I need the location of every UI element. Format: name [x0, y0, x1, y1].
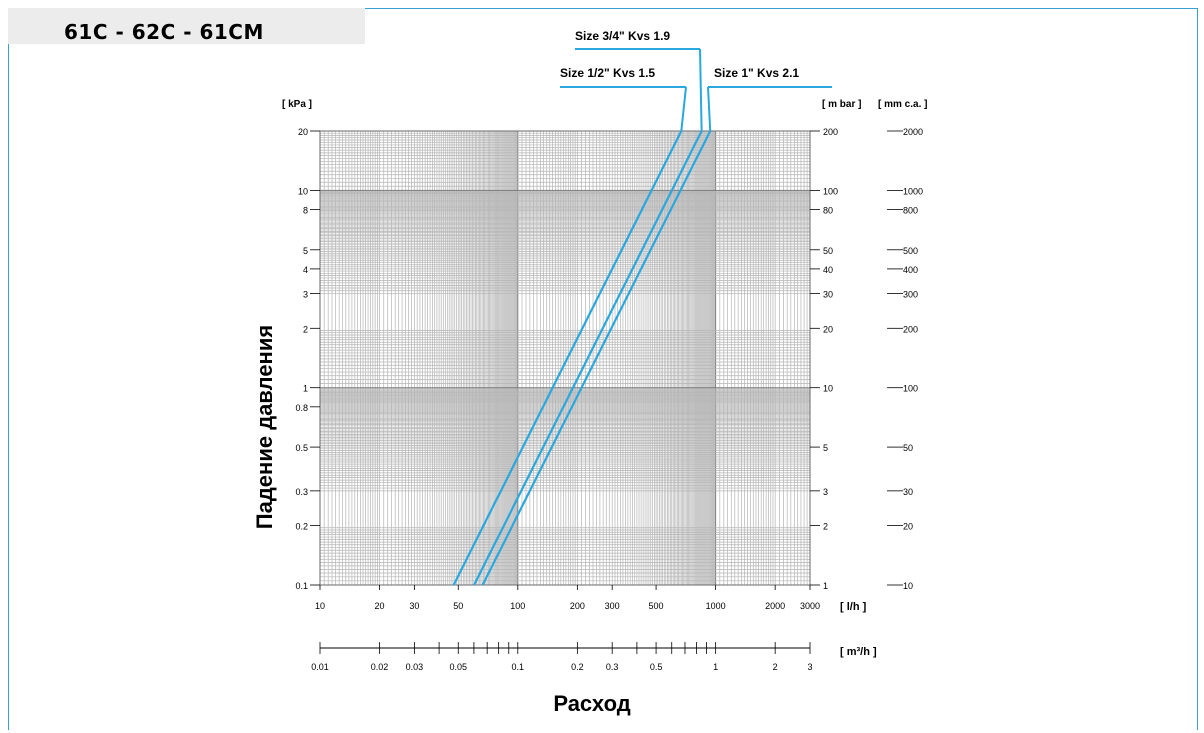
y-tick-label-mbar: 3: [823, 487, 828, 497]
m3h-tick-label: 0.05: [449, 662, 467, 672]
unit-label-m3h: [ m³/h ]: [840, 646, 877, 658]
m3h-tick-label: 0.1: [512, 662, 525, 672]
m3h-tick-label: 0.5: [650, 662, 663, 672]
y-tick-label-kpa: 0.5: [295, 443, 308, 453]
y-tick-label-mmca: 20: [903, 522, 913, 532]
m3h-tick-label: 0.03: [406, 662, 424, 672]
series-callout-connector: [699, 48, 703, 132]
y-tick-label-kpa: 8: [303, 206, 308, 216]
y-axis-title: Падение давления: [252, 325, 277, 529]
y-tick-label-kpa: 4: [303, 265, 308, 275]
y-tick-label-mbar: 2: [823, 522, 828, 532]
y-tick-label-kpa: 0.1: [295, 581, 308, 591]
page-title: 61C - 62C - 61CM: [64, 20, 264, 44]
y-tick-label-mbar: 30: [823, 290, 833, 300]
chart-series: [452, 48, 832, 586]
y-tick-label-mmca: 50: [903, 443, 913, 453]
chart-axes: 20 10 8 5 4 3 2 1 0.8 0.5 0.3 0.2 0.1 200 100 80 50 40 30 2…: [295, 127, 923, 672]
unit-label-mmca: [ mm c.a. ]: [878, 99, 927, 110]
x-tick-label-lh: 200: [570, 601, 585, 611]
x-tick-label-lh: 3000: [800, 601, 820, 611]
y-tick-label-mbar: 100: [823, 186, 838, 196]
y-tick-label-mbar: 50: [823, 246, 833, 256]
y-tick-label-mmca: 100: [903, 384, 918, 394]
series-line: [473, 130, 703, 586]
x-tick-label-lh: 300: [605, 601, 620, 611]
y-tick-label-mmca: 30: [903, 487, 913, 497]
x-tick-label-lh: 500: [649, 601, 664, 611]
y-tick-label-kpa: 0.8: [295, 403, 308, 413]
y-tick-label-kpa: 3: [303, 290, 308, 300]
y-tick-label-mbar: 5: [823, 443, 828, 453]
y-tick-label-kpa: 1: [303, 384, 308, 394]
title-box: 61C - 62C - 61CM: [8, 8, 365, 44]
y-tick-label-mmca: 300: [903, 290, 918, 300]
x-tick-label-lh: 20: [375, 601, 385, 611]
x-tick-label-lh: 30: [409, 601, 419, 611]
y-tick-label-mbar: 80: [823, 206, 833, 216]
m3h-tick-label: 0.02: [371, 662, 389, 672]
y-tick-label-kpa: 0.2: [295, 522, 308, 532]
y-tick-label-kpa: 0.3: [295, 487, 308, 497]
m3h-tick-label: 0.01: [311, 662, 329, 672]
m3h-tick-label: 0.2: [571, 662, 584, 672]
x-tick-label-lh: 10: [315, 601, 325, 611]
series-callout-connector: [707, 86, 712, 132]
y-tick-label-kpa: 5: [303, 246, 308, 256]
m3h-tick-label: 0.3: [606, 662, 619, 672]
y-tick-label-mmca: 2000: [903, 127, 923, 137]
y-tick-label-mbar: 20: [823, 324, 833, 334]
series-label: Size 1" Kvs 2.1: [714, 66, 799, 80]
series-line: [452, 130, 683, 586]
unit-label-lh: [ l/h ]: [840, 601, 867, 613]
unit-label-kpa: [ kPa ]: [282, 99, 312, 110]
y-tick-label-mmca: 10: [903, 581, 913, 591]
chart-frame: [8, 8, 1198, 730]
y-tick-label-mmca: 400: [903, 265, 918, 275]
y-tick-label-mmca: 1000: [903, 186, 923, 196]
y-tick-label-kpa: 10: [298, 186, 308, 196]
y-tick-label-kpa: 20: [298, 127, 308, 137]
x-axis-title: Расход: [553, 691, 630, 716]
series-label: Size 3/4" Kvs 1.9: [575, 29, 670, 43]
m3h-tick-label: 2: [773, 662, 778, 672]
y-tick-label-kpa: 2: [303, 324, 308, 334]
unit-label-mbar: [ m bar ]: [822, 99, 861, 110]
y-tick-label-mmca: 200: [903, 324, 918, 334]
y-tick-label-mmca: 800: [903, 206, 918, 216]
chart-labels: [ kPa ] [ m bar ] [ mm c.a. ] [ l/h ] [ m³/h…: [252, 29, 927, 716]
x-tick-label-lh: 50: [453, 601, 463, 611]
y-tick-label-mbar: 40: [823, 265, 833, 275]
series-label: Size 1/2" Kvs 1.5: [560, 66, 655, 80]
y-tick-label-mbar: 1: [823, 581, 828, 591]
y-tick-label-mbar: 200: [823, 127, 838, 137]
plot-border: [319, 130, 811, 586]
m3h-tick-label: 3: [807, 662, 812, 672]
x-tick-label-lh: 100: [510, 601, 525, 611]
x-tick-label-lh: 1000: [706, 601, 726, 611]
m3h-tick-label: 1: [713, 662, 718, 672]
y-tick-label-mbar: 10: [823, 384, 833, 394]
series-line: [481, 130, 712, 586]
chart-grid: [319, 130, 811, 586]
y-tick-label-mmca: 500: [903, 246, 918, 256]
x-tick-label-lh: 2000: [765, 601, 785, 611]
series-callout-connector: [680, 86, 687, 132]
